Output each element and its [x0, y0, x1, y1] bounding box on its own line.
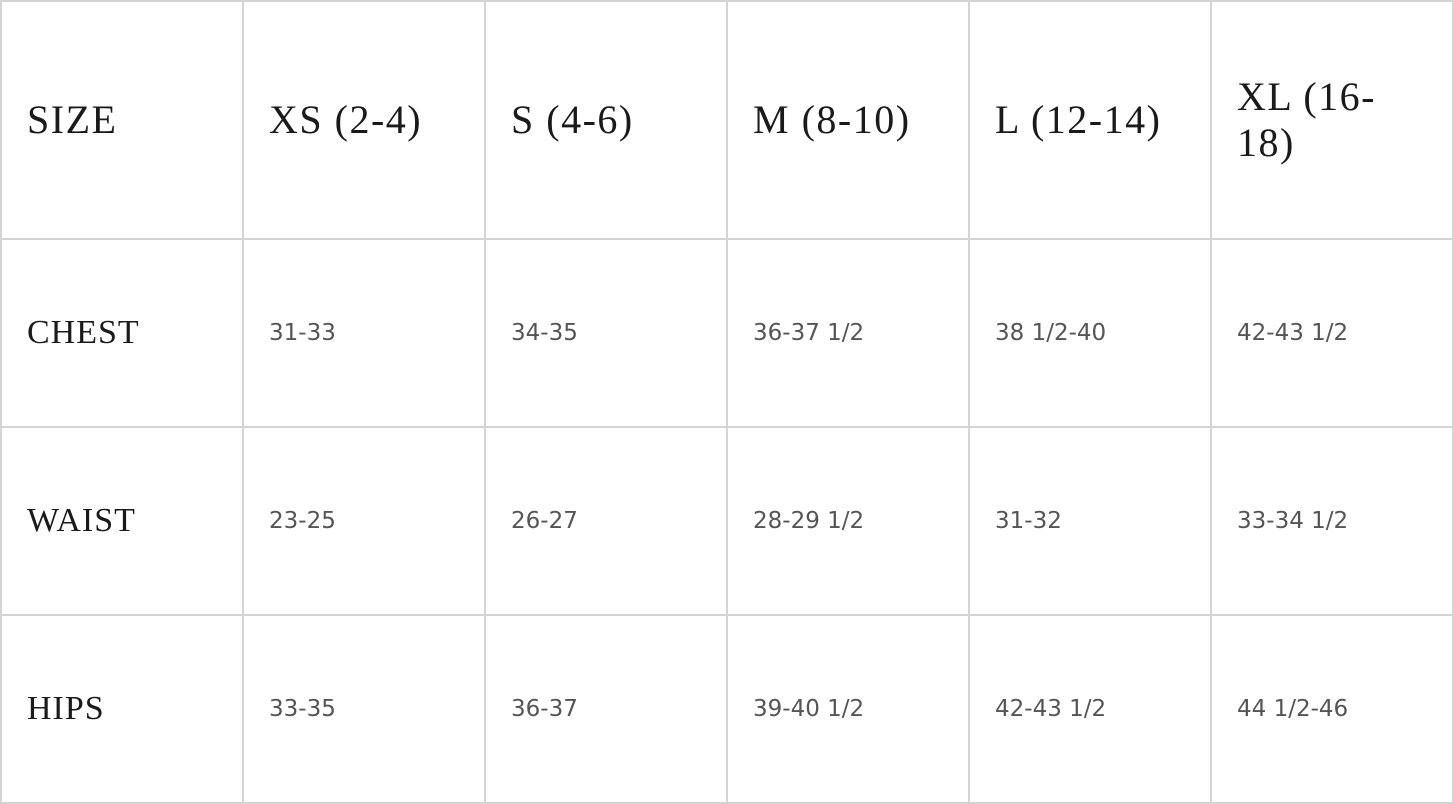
cell-value: 34-35: [484, 238, 728, 428]
cell-value: 42-43 1/2: [1210, 238, 1454, 428]
header-row: SIZE XS (2-4) S (4-6) M (8-10) L (12-14)…: [0, 0, 1454, 240]
cell-value: 44 1/2-46: [1210, 614, 1454, 804]
table-row-waist: WAIST 23-25 26-27 28-29 1/2 31-32 33-34 …: [0, 426, 1454, 616]
cell-value: 39-40 1/2: [726, 614, 970, 804]
row-label: CHEST: [0, 238, 244, 428]
cell-value: 36-37: [484, 614, 728, 804]
cell-value: 38 1/2-40: [968, 238, 1212, 428]
table-row-chest: CHEST 31-33 34-35 36-37 1/2 38 1/2-40 42…: [0, 238, 1454, 428]
cell-value: 42-43 1/2: [968, 614, 1212, 804]
table-row-hips: HIPS 33-35 36-37 39-40 1/2 42-43 1/2 44 …: [0, 614, 1454, 804]
cell-value: 23-25: [242, 426, 486, 616]
cell-value: 28-29 1/2: [726, 426, 970, 616]
row-label: HIPS: [0, 614, 244, 804]
header-m: M (8-10): [726, 0, 970, 240]
header-xl: XL (16-18): [1210, 0, 1454, 240]
cell-value: 26-27: [484, 426, 728, 616]
cell-value: 31-33: [242, 238, 486, 428]
row-label: WAIST: [0, 426, 244, 616]
header-s: S (4-6): [484, 0, 728, 240]
cell-value: 33-35: [242, 614, 486, 804]
cell-value: 36-37 1/2: [726, 238, 970, 428]
cell-value: 33-34 1/2: [1210, 426, 1454, 616]
cell-value: 31-32: [968, 426, 1212, 616]
header-size: SIZE: [0, 0, 244, 240]
header-l: L (12-14): [968, 0, 1212, 240]
header-xs: XS (2-4): [242, 0, 486, 240]
